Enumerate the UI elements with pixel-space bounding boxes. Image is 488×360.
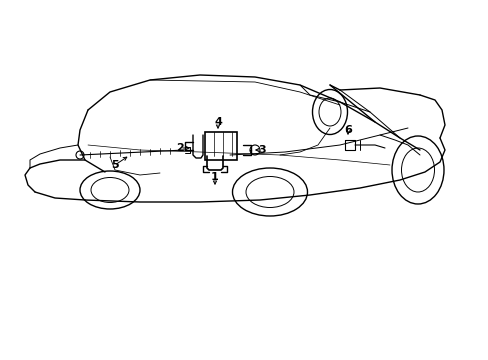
Text: 2: 2 xyxy=(176,143,183,153)
Text: 5: 5 xyxy=(111,160,119,170)
Text: 1: 1 xyxy=(211,172,219,182)
Text: 3: 3 xyxy=(258,145,265,155)
Text: 4: 4 xyxy=(214,117,222,127)
Text: 6: 6 xyxy=(344,125,351,135)
